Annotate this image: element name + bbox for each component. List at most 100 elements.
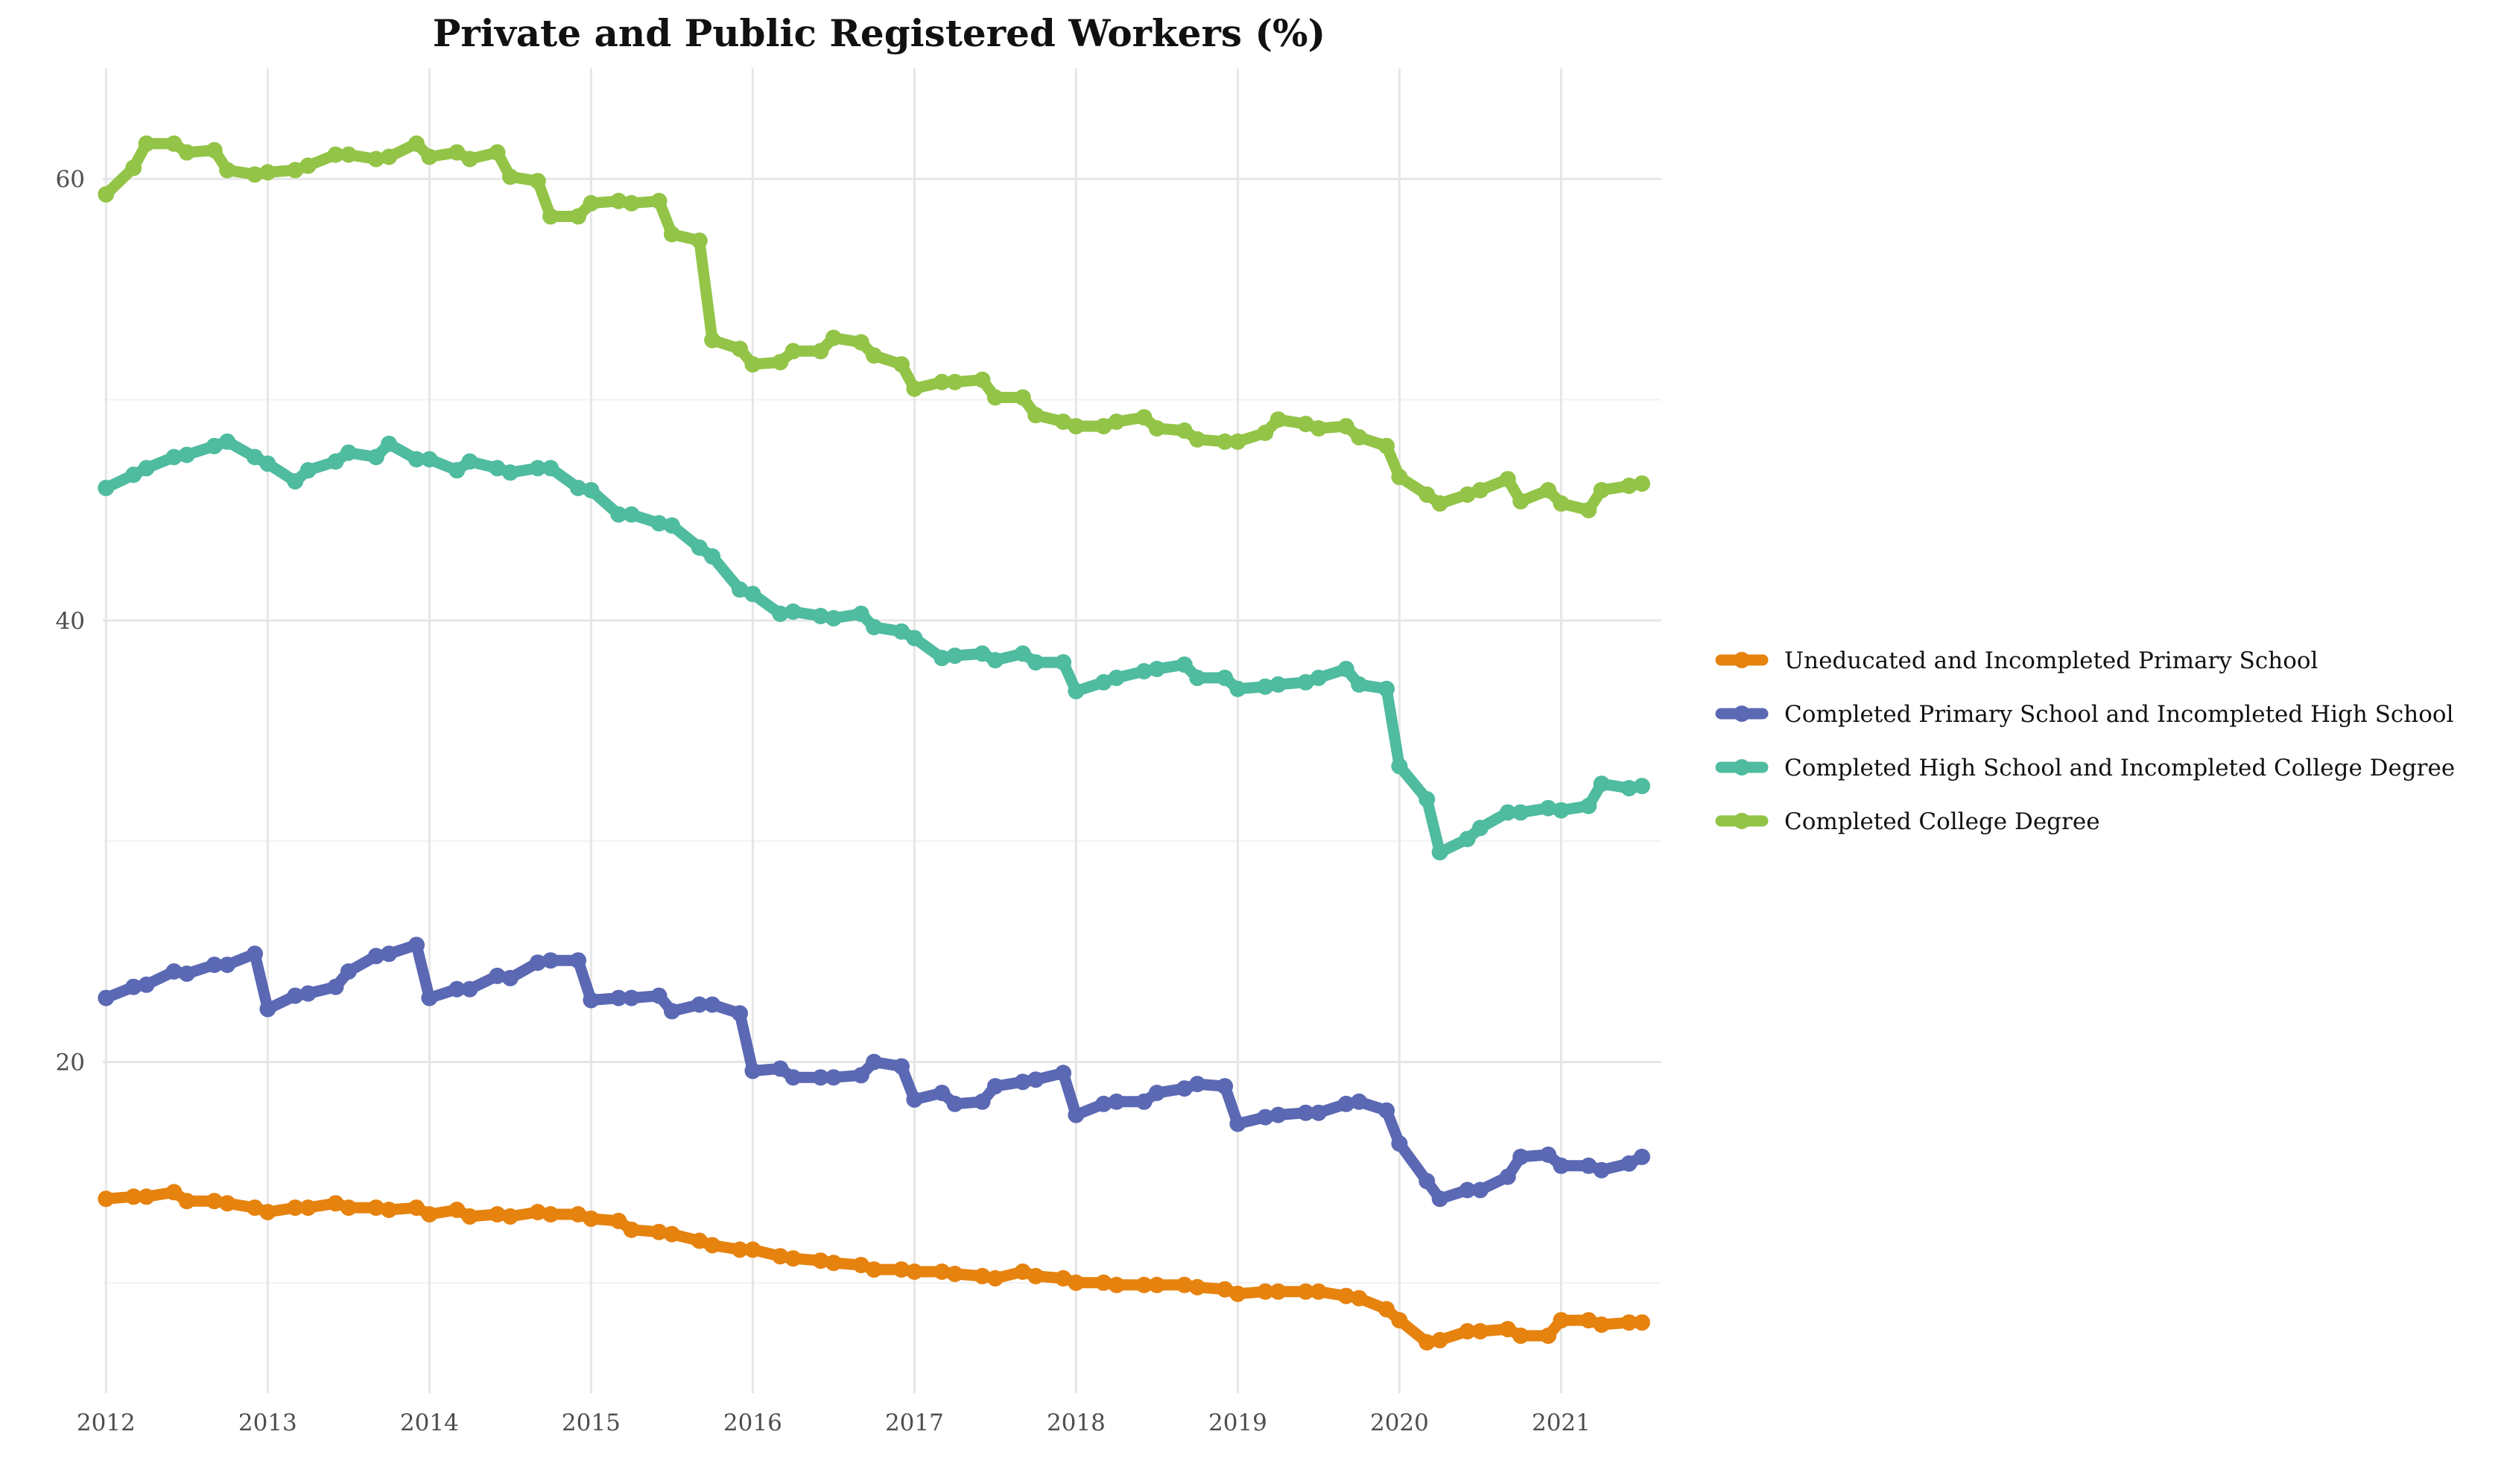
series-line xyxy=(100,436,1648,858)
data-point xyxy=(1378,680,1395,697)
data-point xyxy=(784,1250,802,1267)
data-point xyxy=(1095,1274,1112,1291)
data-point xyxy=(1229,1115,1246,1132)
data-point xyxy=(1257,1283,1274,1300)
data-point xyxy=(1593,1161,1610,1179)
data-point xyxy=(421,1206,438,1223)
x-tick-label: 2015 xyxy=(562,1410,621,1436)
data-point xyxy=(98,186,115,203)
data-point xyxy=(287,162,304,179)
data-point xyxy=(219,1195,236,1212)
data-point xyxy=(946,647,963,665)
data-point xyxy=(650,192,668,209)
data-point xyxy=(1027,407,1045,424)
data-point xyxy=(623,506,640,523)
data-point xyxy=(623,1221,640,1238)
data-point xyxy=(1189,1278,1206,1296)
data-point xyxy=(340,444,357,461)
data-point xyxy=(1471,482,1489,498)
data-point xyxy=(570,1206,586,1223)
data-point xyxy=(165,448,183,466)
data-point xyxy=(259,164,276,181)
legend-item: Completed Primary School and Incompleted… xyxy=(1715,701,2454,728)
data-point xyxy=(542,952,560,969)
data-point xyxy=(1068,682,1085,700)
data-point xyxy=(1217,433,1234,450)
data-point xyxy=(247,945,263,963)
legend-swatch-point xyxy=(1734,705,1750,722)
axes: 20 40 60 2012 2013 2014 2015 2016 2017 2018 2019 20… xyxy=(56,166,1591,1436)
data-point xyxy=(1108,1276,1125,1293)
data-point xyxy=(663,1225,680,1243)
data-point xyxy=(529,460,546,477)
data-point xyxy=(610,192,627,209)
data-point xyxy=(1095,673,1112,691)
data-point xyxy=(165,135,183,152)
data-point xyxy=(1459,1182,1476,1199)
data-point xyxy=(247,1199,263,1217)
data-point xyxy=(986,1269,1004,1287)
data-point xyxy=(1471,1323,1489,1339)
data-point xyxy=(744,356,761,373)
data-point xyxy=(1553,802,1570,819)
data-point xyxy=(1512,492,1530,510)
data-point xyxy=(178,965,195,982)
data-point xyxy=(1068,1106,1085,1123)
data-point xyxy=(691,232,708,250)
data-point xyxy=(906,1263,923,1280)
data-point xyxy=(1499,471,1516,488)
data-point xyxy=(1499,1321,1516,1338)
data-point xyxy=(1257,425,1274,441)
data-point xyxy=(583,482,600,498)
data-point xyxy=(650,987,668,1004)
data-point xyxy=(1108,669,1125,686)
data-point xyxy=(1391,1135,1408,1152)
data-point xyxy=(529,173,546,190)
data-point xyxy=(893,623,910,640)
data-point xyxy=(1580,501,1597,519)
data-point xyxy=(1431,495,1448,512)
data-point xyxy=(381,435,398,452)
data-point xyxy=(1620,478,1638,495)
data-point xyxy=(974,1093,991,1110)
data-point xyxy=(1471,1182,1489,1199)
data-point xyxy=(259,455,276,472)
data-point xyxy=(1459,831,1476,848)
data-point xyxy=(1055,1269,1072,1287)
data-point xyxy=(866,1261,883,1278)
data-point xyxy=(1176,422,1193,439)
data-point xyxy=(691,996,708,1013)
data-point xyxy=(1620,1155,1638,1172)
data-point xyxy=(542,460,560,477)
data-point xyxy=(906,1091,923,1108)
data-point xyxy=(784,1069,802,1086)
data-point xyxy=(1055,654,1072,671)
data-point xyxy=(340,963,357,980)
data-point xyxy=(1108,413,1125,431)
data-point xyxy=(812,343,829,360)
data-point xyxy=(1135,663,1153,679)
data-point xyxy=(1217,669,1234,686)
data-point xyxy=(1431,1190,1448,1208)
data-point xyxy=(812,607,829,624)
data-point xyxy=(381,148,398,165)
data-point xyxy=(489,967,506,984)
data-point xyxy=(542,208,560,225)
data-point xyxy=(784,343,802,360)
data-point xyxy=(1337,1095,1354,1112)
data-point xyxy=(98,989,115,1006)
data-point xyxy=(1148,661,1165,677)
data-point xyxy=(299,985,317,1002)
data-point xyxy=(772,1060,789,1077)
data-point xyxy=(1553,1157,1570,1174)
data-point xyxy=(178,1193,195,1210)
data-point xyxy=(1176,1080,1193,1097)
data-point xyxy=(1189,431,1206,448)
data-point xyxy=(1512,804,1530,821)
data-point xyxy=(501,1208,519,1225)
data-point xyxy=(381,945,398,963)
data-point xyxy=(1068,1274,1085,1291)
data-point xyxy=(1269,1106,1287,1123)
x-tick-label: 2014 xyxy=(400,1410,459,1436)
data-point xyxy=(448,144,466,161)
